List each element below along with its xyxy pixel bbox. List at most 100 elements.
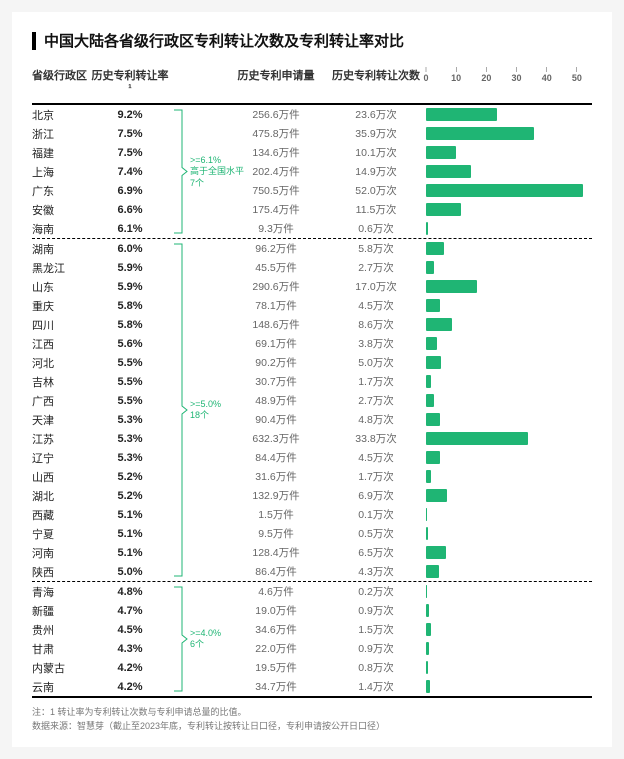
cell-count: 6.9万次 — [326, 488, 426, 503]
cell-count: 5.0万次 — [326, 355, 426, 370]
table-row: 天津5.3%90.4万件4.8万次 — [32, 410, 592, 429]
axis-tick: 20 — [481, 67, 491, 83]
cell-rate: 5.5% — [90, 357, 170, 369]
header-apply: 历史专利申请量 — [226, 67, 326, 95]
cell-region: 浙江 — [32, 126, 90, 142]
bar — [426, 375, 431, 388]
bar — [426, 604, 429, 617]
cell-apply: 22.0万件 — [226, 641, 326, 656]
cell-rate: 5.1% — [90, 528, 170, 540]
cell-chart — [426, 181, 592, 200]
cell-rate: 6.1% — [90, 223, 170, 235]
bar — [426, 451, 440, 464]
cell-region: 贵州 — [32, 622, 90, 638]
cell-apply: 48.9万件 — [226, 393, 326, 408]
cell-chart — [426, 524, 592, 543]
table-row: 贵州4.5%34.6万件1.5万次 — [32, 620, 592, 639]
header-axis: 01020304050 — [426, 67, 592, 95]
cell-chart — [426, 105, 592, 124]
cell-apply: 290.6万件 — [226, 279, 326, 294]
cell-rate: 4.5% — [90, 624, 170, 636]
cell-apply: 19.5万件 — [226, 660, 326, 675]
bar — [426, 432, 528, 445]
cell-chart — [426, 200, 592, 219]
row-group: 青海4.8%4.6万件0.2万次新疆4.7%19.0万件0.9万次贵州4.5%3… — [32, 582, 592, 698]
cell-rate: 4.3% — [90, 643, 170, 655]
bracket-label: >=4.0%6个 — [190, 628, 221, 651]
cell-apply: 30.7万件 — [226, 374, 326, 389]
cell-count: 33.8万次 — [326, 431, 426, 446]
table-row: 陕西5.0%86.4万件4.3万次 — [32, 562, 592, 581]
cell-apply: 4.6万件 — [226, 584, 326, 599]
axis-tick: 50 — [572, 67, 582, 83]
cell-chart — [426, 372, 592, 391]
table-row: 广西5.5%48.9万件2.7万次 — [32, 391, 592, 410]
bar — [426, 203, 461, 216]
cell-chart — [426, 562, 592, 581]
cell-chart — [426, 258, 592, 277]
cell-apply: 69.1万件 — [226, 336, 326, 351]
table-row: 山西5.2%31.6万件1.7万次 — [32, 467, 592, 486]
cell-region: 新疆 — [32, 603, 90, 619]
cell-apply: 9.5万件 — [226, 526, 326, 541]
cell-region: 重庆 — [32, 298, 90, 314]
cell-region: 宁夏 — [32, 526, 90, 542]
cell-count: 4.5万次 — [326, 450, 426, 465]
table-row: 浙江7.5%475.8万件35.9万次 — [32, 124, 592, 143]
axis-tick: 30 — [512, 67, 522, 83]
cell-count: 1.5万次 — [326, 622, 426, 637]
cell-chart — [426, 601, 592, 620]
cell-rate: 9.2% — [90, 109, 170, 121]
title-row: 中国大陆各省级行政区专利转让次数及专利转让率对比 — [32, 30, 592, 51]
cell-chart — [426, 677, 592, 696]
cell-region: 吉林 — [32, 374, 90, 390]
cell-apply: 632.3万件 — [226, 431, 326, 446]
footnote: 注：1 转让率为专利转让次数与专利申请总量的比值。 数据来源：智慧芽（截止至20… — [32, 706, 592, 733]
cell-chart — [426, 353, 592, 372]
cell-rate: 5.1% — [90, 509, 170, 521]
cell-count: 0.5万次 — [326, 526, 426, 541]
cell-chart — [426, 162, 592, 181]
bar — [426, 261, 434, 274]
cell-region: 江西 — [32, 336, 90, 352]
cell-chart — [426, 639, 592, 658]
table-row: 上海7.4%202.4万件14.9万次 — [32, 162, 592, 181]
cell-rate: 5.1% — [90, 547, 170, 559]
cell-count: 4.5万次 — [326, 298, 426, 313]
table-row: 西藏5.1%1.5万件0.1万次 — [32, 505, 592, 524]
cell-count: 0.6万次 — [326, 221, 426, 236]
cell-apply: 31.6万件 — [226, 469, 326, 484]
table-row: 新疆4.7%19.0万件0.9万次 — [32, 601, 592, 620]
cell-count: 1.4万次 — [326, 679, 426, 694]
cell-rate: 7.5% — [90, 128, 170, 140]
cell-rate: 5.3% — [90, 433, 170, 445]
bar — [426, 165, 471, 178]
cell-count: 0.8万次 — [326, 660, 426, 675]
bar — [426, 356, 441, 369]
cell-count: 52.0万次 — [326, 183, 426, 198]
cell-region: 福建 — [32, 145, 90, 161]
cell-region: 天津 — [32, 412, 90, 428]
cell-region: 云南 — [32, 679, 90, 695]
cell-rate: 5.8% — [90, 319, 170, 331]
bar — [426, 222, 428, 235]
cell-chart — [426, 620, 592, 639]
cell-rate: 5.6% — [90, 338, 170, 350]
cell-chart — [426, 124, 592, 143]
chart-card: 中国大陆各省级行政区专利转让次数及专利转让率对比 省级行政区 历史专利转让率¹ … — [12, 12, 612, 747]
cell-region: 辽宁 — [32, 450, 90, 466]
table-row: 甘肃4.3%22.0万件0.9万次 — [32, 639, 592, 658]
bar — [426, 565, 439, 578]
bar — [426, 337, 437, 350]
cell-rate: 4.8% — [90, 586, 170, 598]
table-row: 黑龙江5.9%45.5万件2.7万次 — [32, 258, 592, 277]
bar — [426, 623, 431, 636]
cell-rate: 4.2% — [90, 662, 170, 674]
header-rate: 历史专利转让率¹ — [90, 67, 170, 95]
axis-tick: 0 — [423, 67, 428, 83]
cell-apply: 90.2万件 — [226, 355, 326, 370]
table-row: 云南4.2%34.7万件1.4万次 — [32, 677, 592, 696]
cell-region: 上海 — [32, 164, 90, 180]
cell-chart — [426, 277, 592, 296]
bar — [426, 470, 431, 483]
